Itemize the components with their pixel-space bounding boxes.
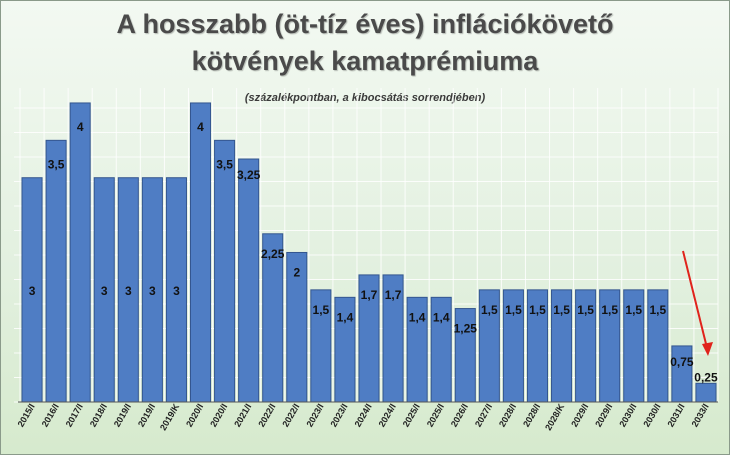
data-label-27: 0,75 <box>670 355 694 369</box>
category-label-28: 2033/I <box>690 402 711 429</box>
data-label-14: 1,7 <box>361 288 378 302</box>
data-label-2: 4 <box>77 120 84 134</box>
category-label-2: 2017/I <box>64 402 85 429</box>
data-label-13: 1,4 <box>337 310 354 324</box>
data-label-22: 1,5 <box>553 303 570 317</box>
data-label-12: 1,5 <box>313 303 330 317</box>
category-label-19: 2027/I <box>473 402 494 429</box>
category-label-7: 2020/I <box>184 402 205 429</box>
chart-subtitle: (százalékpontban, a kibocsátás sorrendjé… <box>244 92 486 104</box>
data-label-3: 3 <box>101 284 108 298</box>
category-label-26: 2030/I <box>641 402 662 429</box>
category-label-27: 2031/I <box>665 402 686 429</box>
data-label-18: 1,25 <box>454 322 478 336</box>
category-label-6: 2019/K <box>158 402 181 433</box>
category-label-17: 2025/I <box>425 402 446 429</box>
category-label-25: 2030/I <box>617 402 638 429</box>
data-label-10: 2,25 <box>261 247 285 261</box>
data-label-8: 3,5 <box>216 157 233 171</box>
data-label-19: 1,5 <box>481 303 498 317</box>
category-label-0: 2015/I <box>16 402 37 429</box>
bar-7 <box>189 102 212 403</box>
red-arrow-shaft <box>682 250 709 353</box>
bar-8 <box>214 139 236 403</box>
chart-title-line2: kötvények kamatprémiuma <box>191 46 539 76</box>
category-label-20: 2028/I <box>497 402 518 429</box>
category-label-11: 2022/I <box>280 402 301 429</box>
data-label-25: 1,5 <box>625 303 642 317</box>
data-label-4: 3 <box>125 284 132 298</box>
data-label-9: 3,25 <box>237 168 261 182</box>
category-label-4: 2019/I <box>112 402 133 429</box>
data-label-0: 3 <box>29 284 36 298</box>
data-label-21: 1,5 <box>529 303 546 317</box>
category-label-9: 2021/I <box>232 402 253 429</box>
category-label-3: 2018/I <box>88 402 109 429</box>
category-label-1: 2016/I <box>40 402 61 429</box>
data-label-11: 2 <box>293 265 300 279</box>
data-label-16: 1,4 <box>409 310 426 324</box>
category-label-15: 2024/I <box>377 402 398 429</box>
category-label-14: 2024/I <box>353 402 374 429</box>
category-label-10: 2022/I <box>256 402 277 429</box>
data-label-26: 1,5 <box>649 303 666 317</box>
category-label-13: 2023/I <box>328 402 349 429</box>
data-label-23: 1,5 <box>577 303 594 317</box>
category-label-22: 2028/K <box>543 402 566 433</box>
data-label-24: 1,5 <box>601 303 618 317</box>
category-label-16: 2025/I <box>401 402 422 429</box>
data-label-7: 4 <box>197 120 204 134</box>
category-label-8: 2020/I <box>208 402 229 429</box>
category-label-12: 2023/I <box>304 402 325 429</box>
bar-2 <box>69 102 91 403</box>
chart-title-line1: A hosszabb (öt-tíz éves) inflációkövető <box>116 9 614 39</box>
data-label-28: 0,25 <box>694 370 718 384</box>
bar-9 <box>238 158 260 403</box>
data-label-15: 1,7 <box>385 288 402 302</box>
red-arrow-head <box>702 342 713 356</box>
category-label-23: 2029/I <box>569 402 590 429</box>
data-label-20: 1,5 <box>505 303 522 317</box>
bar-1 <box>45 139 67 403</box>
category-label-5: 2019/I <box>136 402 157 429</box>
bar-28 <box>695 382 717 403</box>
category-label-21: 2028/I <box>521 402 542 429</box>
data-label-17: 1,4 <box>433 310 450 324</box>
data-label-6: 3 <box>173 284 180 298</box>
category-label-24: 2029/I <box>593 402 614 429</box>
data-label-1: 3,5 <box>48 157 65 171</box>
category-label-18: 2026/I <box>449 402 470 429</box>
data-label-5: 3 <box>149 284 156 298</box>
